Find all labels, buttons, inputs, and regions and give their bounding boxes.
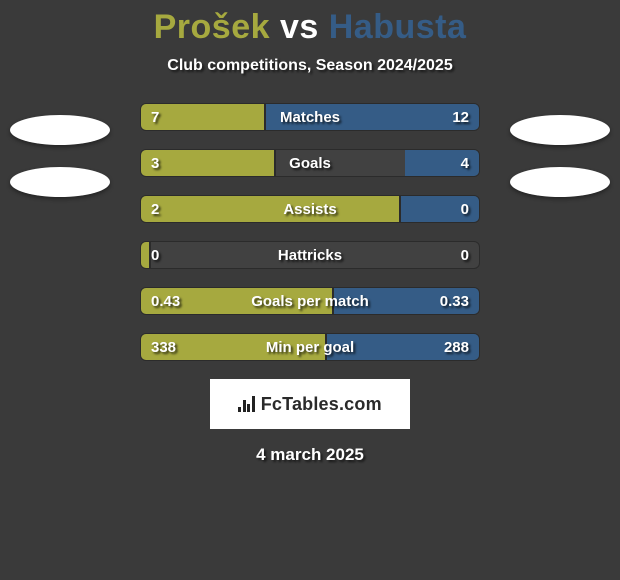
stat-row: 20Assists bbox=[140, 195, 480, 223]
stat-label: Goals bbox=[141, 150, 479, 176]
stat-label: Hattricks bbox=[141, 242, 479, 268]
team-oval bbox=[510, 167, 610, 197]
subtitle: Club competitions, Season 2024/2025 bbox=[0, 57, 620, 75]
comparison-stage: 712Matches 34Goals 20Assists 00Hattricks 0.4… bbox=[0, 103, 620, 361]
comparison-title: Prošek vs Habusta bbox=[0, 0, 620, 47]
vs-text: vs bbox=[280, 8, 319, 46]
team-oval bbox=[510, 115, 610, 145]
stat-row: 338288Min per goal bbox=[140, 333, 480, 361]
stat-row: 0.430.33Goals per match bbox=[140, 287, 480, 315]
stat-label: Assists bbox=[141, 196, 479, 222]
stat-row: 34Goals bbox=[140, 149, 480, 177]
fctables-logo: FcTables.com bbox=[210, 379, 410, 429]
player1-name: Prošek bbox=[154, 8, 270, 46]
logo-text: FcTables.com bbox=[261, 394, 382, 415]
date-text: 4 march 2025 bbox=[0, 445, 620, 465]
stat-label: Matches bbox=[141, 104, 479, 130]
stat-row: 00Hattricks bbox=[140, 241, 480, 269]
team-oval bbox=[10, 167, 110, 197]
stat-label: Min per goal bbox=[141, 334, 479, 360]
bar-chart-icon bbox=[238, 396, 255, 412]
stat-row: 712Matches bbox=[140, 103, 480, 131]
team-oval bbox=[10, 115, 110, 145]
stat-label: Goals per match bbox=[141, 288, 479, 314]
player2-name: Habusta bbox=[329, 8, 467, 46]
stat-rows: 712Matches 34Goals 20Assists 00Hattricks 0.4… bbox=[140, 103, 480, 361]
